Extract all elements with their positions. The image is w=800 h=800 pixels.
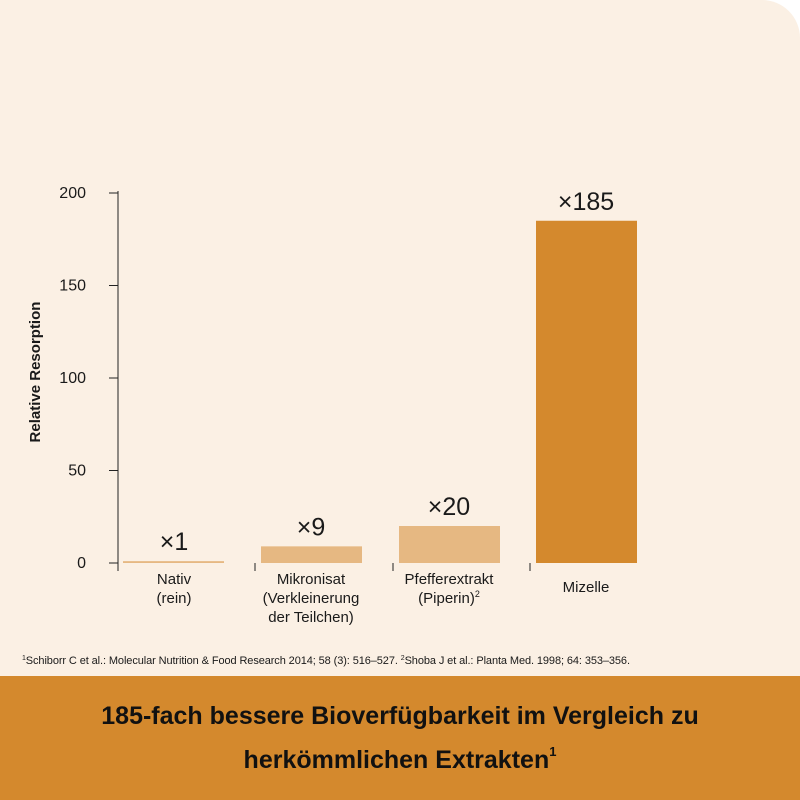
x-category-label-line: Mizelle bbox=[563, 579, 610, 596]
x-category-label: Pfefferextrakt (Piperin)2 bbox=[405, 571, 495, 607]
x-category-label-line: Pfefferextrakt bbox=[405, 571, 495, 588]
x-category-label-line: Mikronisat bbox=[277, 571, 346, 588]
footnote-ref2-marker: 2 bbox=[400, 655, 405, 662]
bar-chart: 0 50 100 150 200 Relative Resorption ×1 Nativ (r… bbox=[27, 185, 637, 626]
x-category-label-line: (rein) bbox=[156, 590, 191, 607]
x-category-label: Nativ (rein) bbox=[156, 571, 191, 607]
data-label: ×185 bbox=[558, 188, 614, 216]
y-tick-label: 50 bbox=[68, 463, 86, 480]
headline-superscript: 1 bbox=[549, 744, 557, 759]
x-category-label-line: der Teilchen) bbox=[268, 609, 354, 626]
x-category-superscript: 2 bbox=[475, 589, 480, 599]
y-axis-label: Relative Resorption bbox=[27, 302, 44, 443]
x-category-label-line: (Verkleinerung bbox=[263, 590, 360, 607]
x-category-label: Mikronisat (Verkleinerung der Teilchen) bbox=[263, 571, 360, 626]
bar bbox=[261, 546, 362, 563]
bar bbox=[399, 526, 500, 563]
data-label: ×20 bbox=[428, 493, 470, 521]
footnote-ref2-text: Shoba J et al.: Planta Med. 1998; 64: 35… bbox=[404, 655, 630, 667]
x-category-label-line: Nativ bbox=[157, 571, 192, 588]
data-label: ×9 bbox=[297, 513, 326, 541]
x-category-label: Mizelle bbox=[563, 579, 610, 596]
headline: 185-fach bessere Bioverfügbarkeit im Ver… bbox=[40, 698, 760, 778]
y-tick-label: 100 bbox=[59, 370, 86, 387]
bar bbox=[123, 561, 224, 563]
footnote-ref1-marker: 1 bbox=[22, 655, 26, 662]
footnote-ref1-text: Schiborr C et al.: Molecular Nutrition &… bbox=[25, 655, 401, 667]
y-tick-label: 200 bbox=[59, 185, 86, 202]
x-category-label-line: (Piperin) bbox=[418, 590, 475, 607]
footnote: 1Schiborr C et al.: Molecular Nutrition … bbox=[22, 655, 782, 667]
bar bbox=[536, 220, 637, 563]
data-label: ×1 bbox=[160, 528, 189, 556]
y-tick-label: 0 bbox=[77, 555, 86, 572]
headline-banner: 185-fach bessere Bioverfügbarkeit im Ver… bbox=[0, 676, 800, 800]
headline-text: 185-fach bessere Bioverfügbarkeit im Ver… bbox=[101, 702, 699, 774]
y-tick-label: 150 bbox=[59, 278, 86, 295]
